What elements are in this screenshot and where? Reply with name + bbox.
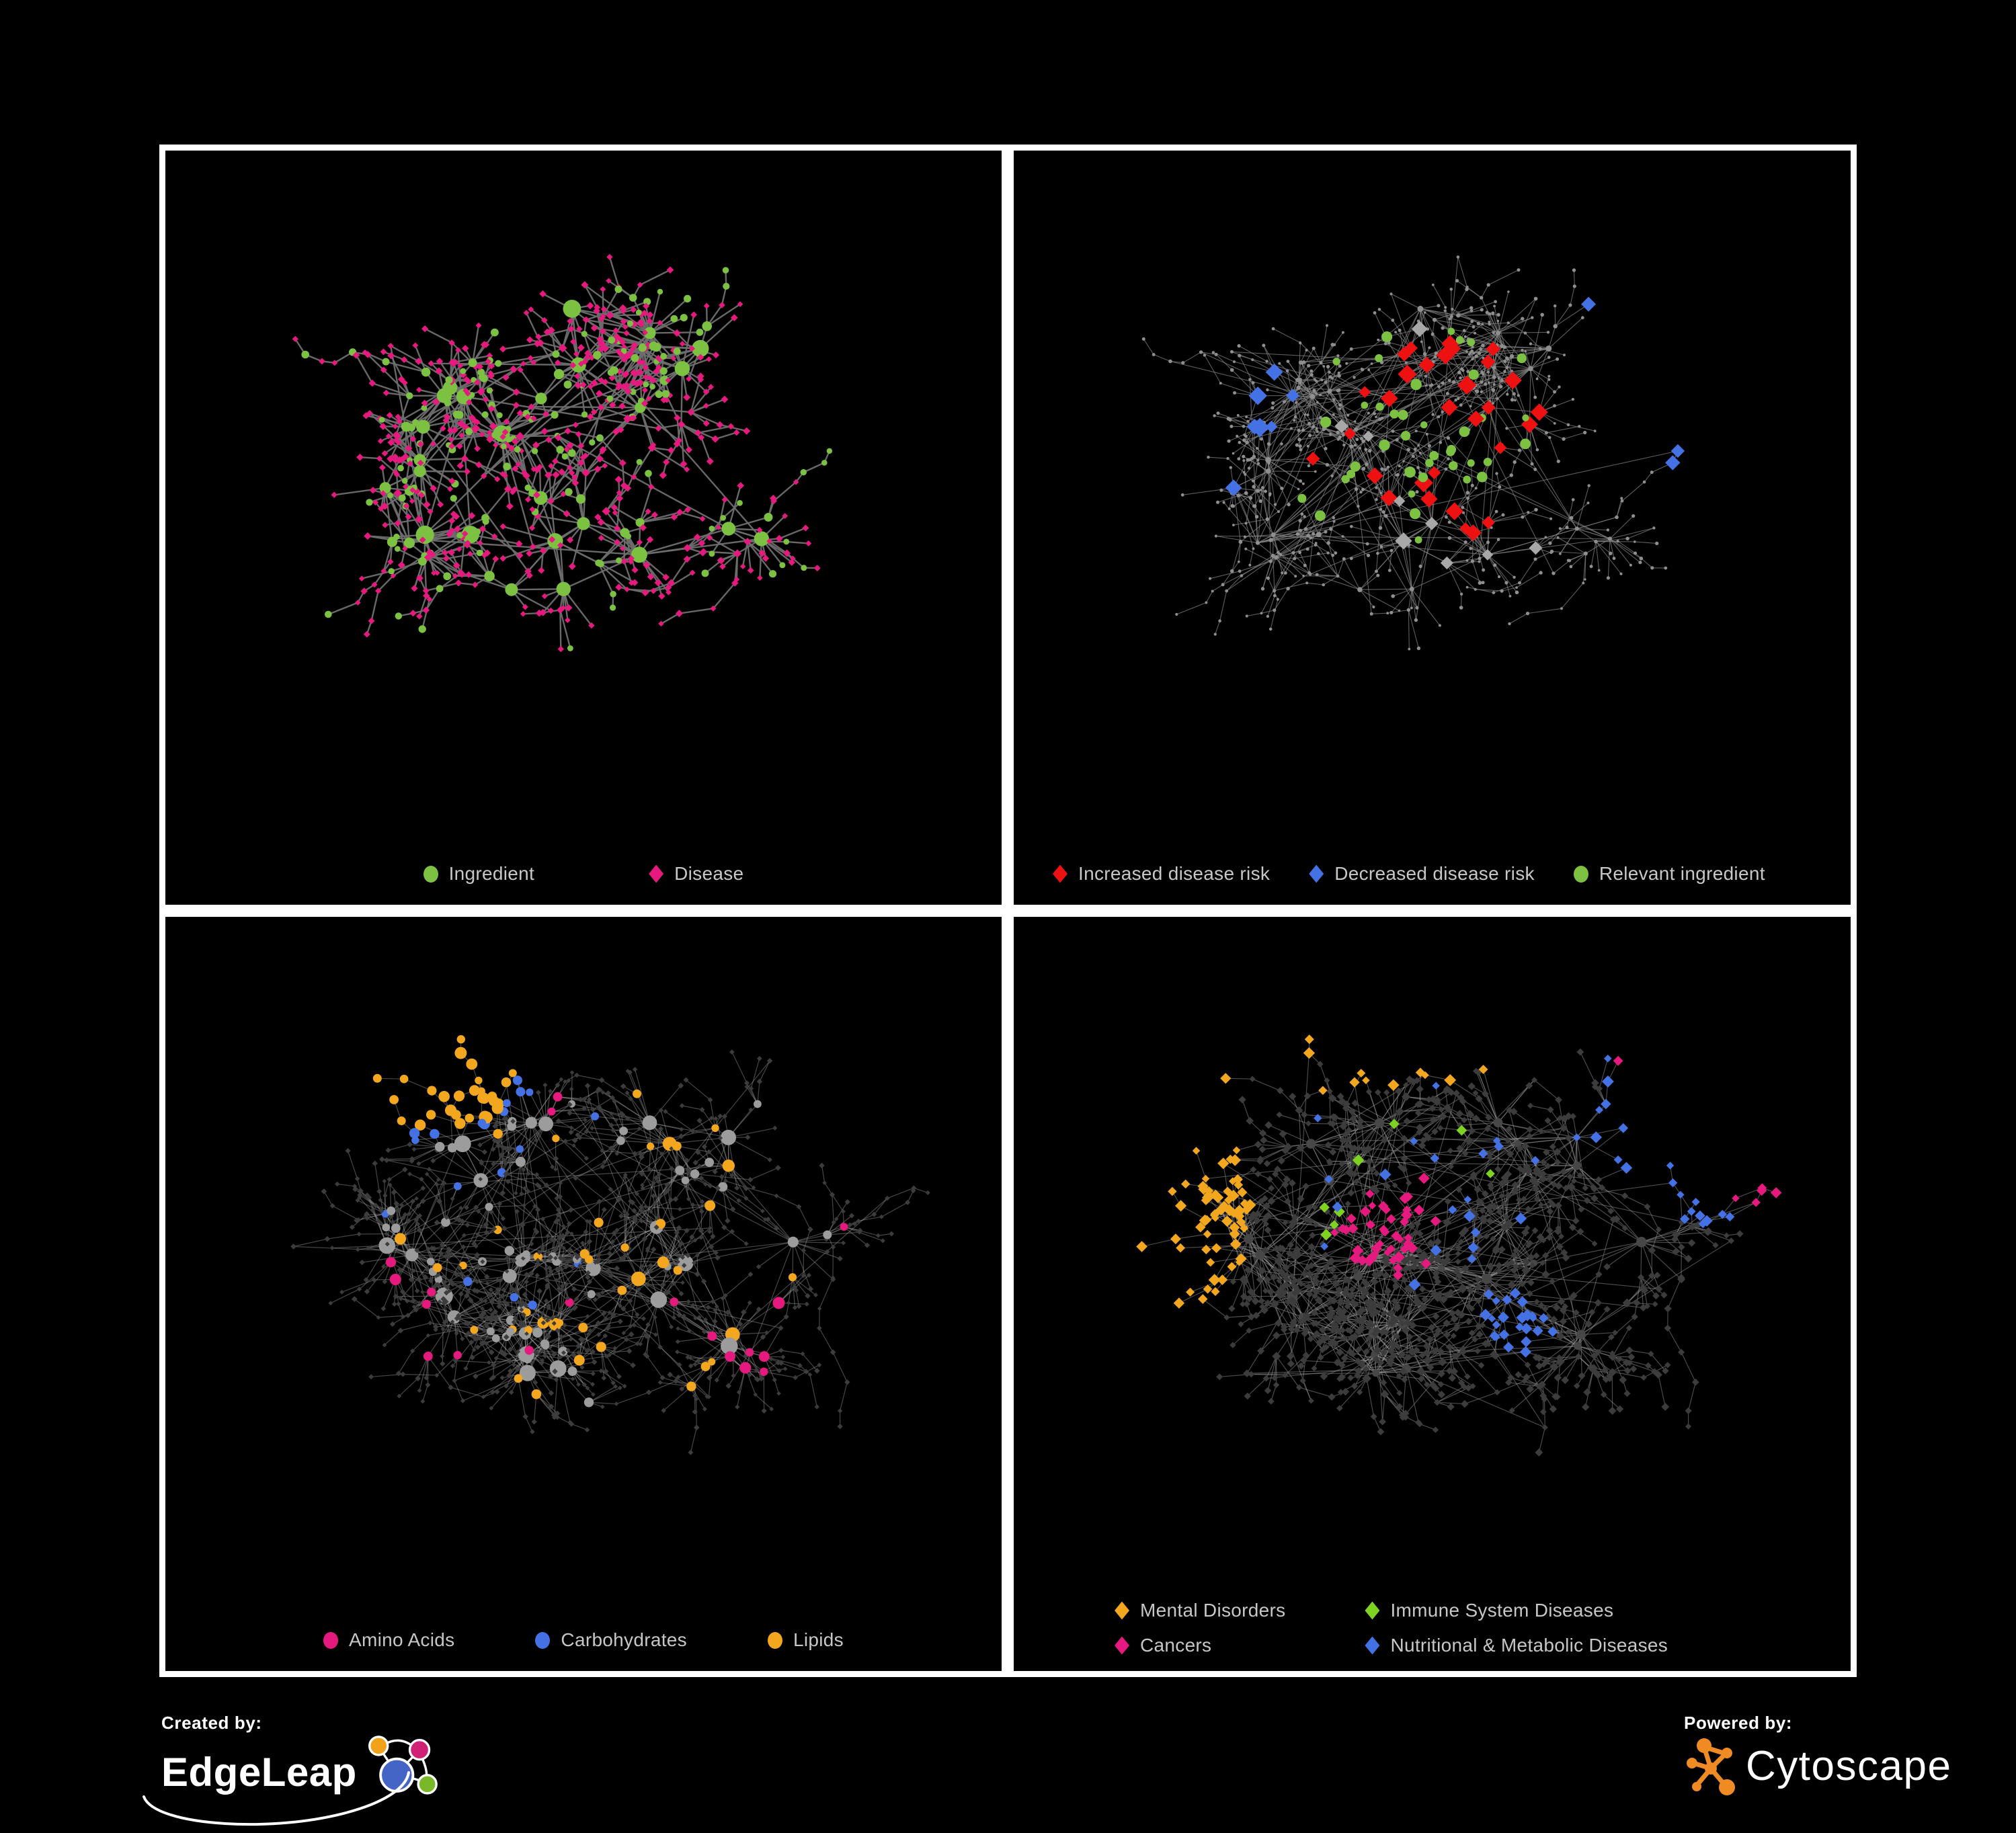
cytoscape-branding: Powered by: Cytoscape [1684,1713,1951,1798]
legend-marker-diamond [1053,865,1067,883]
cytoscape-wordmark: Cytoscape [1746,1746,1951,1787]
legend-marker-diamond [649,865,663,883]
edgeleap-node-green [418,1775,436,1793]
cytoscape-logo [1684,1735,1738,1798]
legend-item: Increased disease risk [1053,863,1270,885]
edgeleap-node-blue [380,1759,413,1791]
legend-label: Nutritional & Metabolic Diseases [1390,1635,1668,1656]
legend-marker-circle [1574,866,1588,883]
legend-marker-diamond [1309,865,1324,883]
legend-marker-circle [323,1632,338,1649]
legend-label: Decreased disease risk [1334,863,1535,885]
legend-item: Ingredient [424,863,535,885]
legend-item: Decreased disease risk [1309,863,1535,885]
edgeleap-logo [358,1735,444,1810]
legend-item: Amino Acids [323,1629,454,1651]
legend-label: Immune System Diseases [1390,1600,1613,1621]
legend-item: Cancers [1115,1635,1285,1656]
legend-marker-diamond [1365,1637,1379,1655]
legend-label: Disease [674,863,743,885]
panel-disease-risk: Increased disease risk Decreased disease … [1008,145,1857,911]
legend-marker-diamond [1115,1637,1129,1655]
legend-item: Mental Disorders [1115,1600,1285,1621]
panel-disease-category: Mental Disorders Immune System Diseases Ca… [1008,911,1857,1677]
legend-label: Ingredient [449,863,535,885]
created-by-label: Created by: [161,1713,444,1734]
legend-label: Increased disease risk [1078,863,1270,885]
network-graph-disease-risk [1014,151,1851,828]
legend-label: Relevant ingredient [1599,863,1765,885]
edgeleap-node-magenta [409,1740,429,1760]
legend-label: Mental Disorders [1140,1600,1285,1621]
legend-item: Relevant ingredient [1574,863,1765,885]
legend-marker-circle [768,1632,782,1649]
legend-label: Amino Acids [349,1629,454,1651]
network-graph-ingredient-disease [165,151,1003,828]
legend-marker-circle [535,1632,550,1649]
panel-nutrient-class: Amino Acids Carbohydrates Lipids [159,911,1008,1677]
edgeleap-wordmark: EdgeLeap [161,1752,357,1793]
legend-label: Cancers [1140,1635,1211,1656]
powered-by-label: Powered by: [1684,1713,1951,1734]
network-graph-nutrient-class [165,917,1003,1594]
panel-ingredient-disease: Ingredient Disease [159,145,1008,911]
legend-nutrient-class: Amino Acids Carbohydrates Lipids [165,1629,1002,1651]
legend-marker-diamond [1115,1602,1129,1620]
legend-item: Immune System Diseases [1365,1600,1668,1621]
legend-item: Disease [649,863,743,885]
legend-marker-diamond [1365,1602,1379,1620]
legend-label: Carbohydrates [561,1629,687,1651]
legend-disease-risk: Increased disease risk Decreased disease … [1014,863,1851,885]
legend-item: Lipids [768,1629,844,1651]
edgeleap-node-orange [369,1737,387,1755]
network-graph-disease-category [1014,917,1851,1594]
legend-item: Carbohydrates [535,1629,687,1651]
legend-marker-circle [424,866,438,883]
legend-ingredient-disease: Ingredient Disease [165,863,1002,885]
legend-disease-category: Mental Disorders Immune System Diseases Ca… [1115,1600,1668,1656]
cytoscape-node [1697,1738,1711,1753]
legend-label: Lipids [793,1629,844,1651]
edgeleap-branding: Created by: EdgeLeap [161,1713,444,1810]
legend-item: Nutritional & Metabolic Diseases [1365,1635,1668,1656]
